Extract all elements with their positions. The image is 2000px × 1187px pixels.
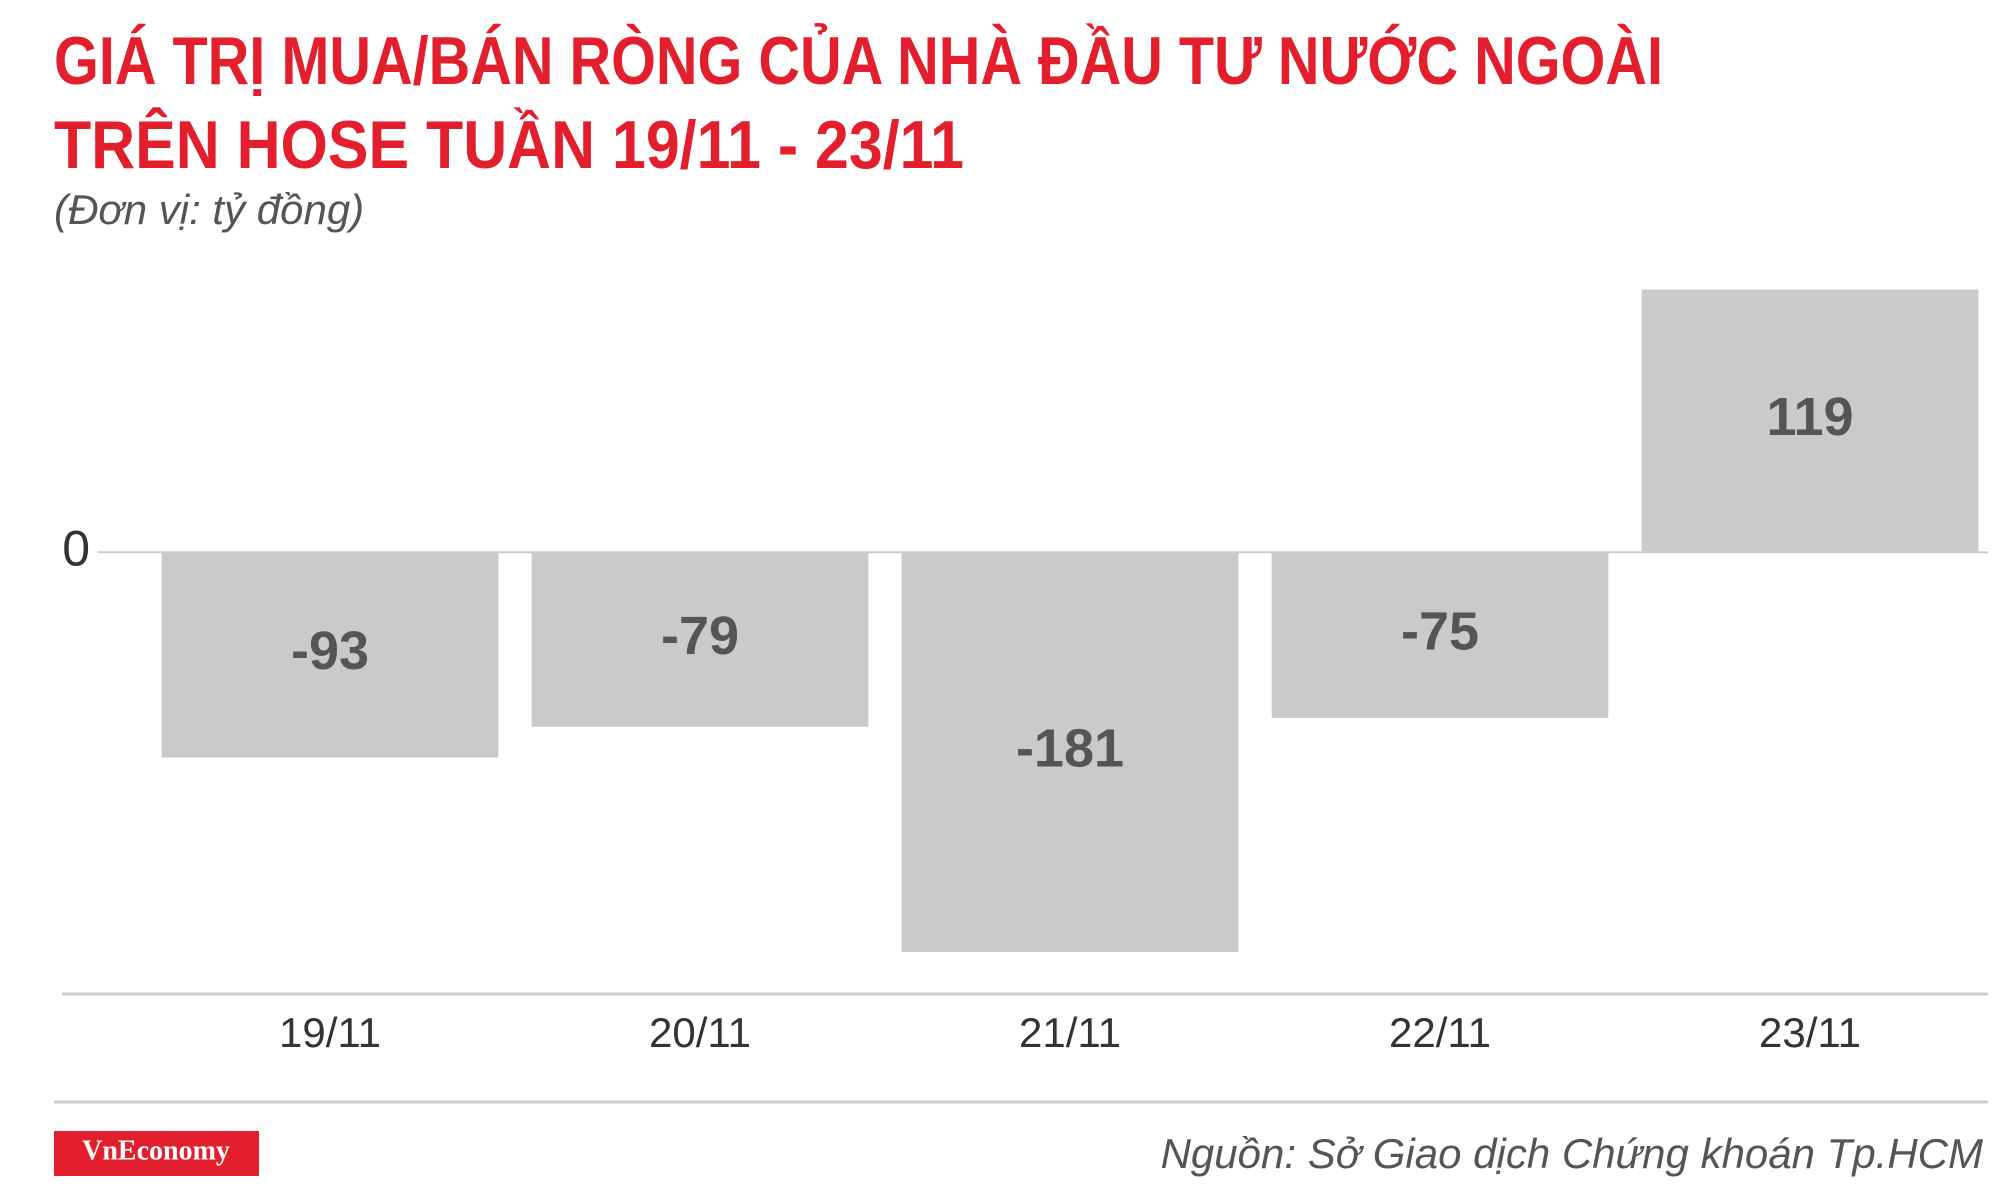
chart-title: GIÁ TRỊ MUA/BÁN RÒNG CỦA NHÀ ĐẦU TƯ NƯỚC… <box>54 22 1663 99</box>
bar <box>161 552 499 758</box>
bar <box>1641 289 1979 553</box>
value-label: -181 <box>1016 718 1124 778</box>
x-tick-label: 23/11 <box>1759 1009 1861 1056</box>
chart-title: TRÊN HOSE TUẦN 19/11 - 23/11 <box>54 106 964 183</box>
logo-box <box>54 1131 259 1176</box>
x-tick-label: 19/11 <box>279 1009 381 1056</box>
x-tick-label: 22/11 <box>1389 1009 1491 1056</box>
y-tick-label: 0 <box>62 520 90 576</box>
value-label: -79 <box>661 606 739 666</box>
value-label: -93 <box>291 621 369 681</box>
x-tick-label: 21/11 <box>1019 1009 1121 1056</box>
value-label: 119 <box>1766 387 1853 447</box>
bar <box>531 552 869 727</box>
chart-subtitle: (Đơn vị: tỷ đồng) <box>54 186 364 233</box>
value-label: -75 <box>1401 601 1479 661</box>
x-tick-label: 20/11 <box>649 1009 751 1056</box>
bar <box>901 552 1239 953</box>
bar <box>1271 552 1609 718</box>
logo: VnEconomy <box>82 1135 230 1166</box>
source: Nguồn: Sở Giao dịch Chứng khoán Tp.HCM <box>1161 1130 1983 1177</box>
